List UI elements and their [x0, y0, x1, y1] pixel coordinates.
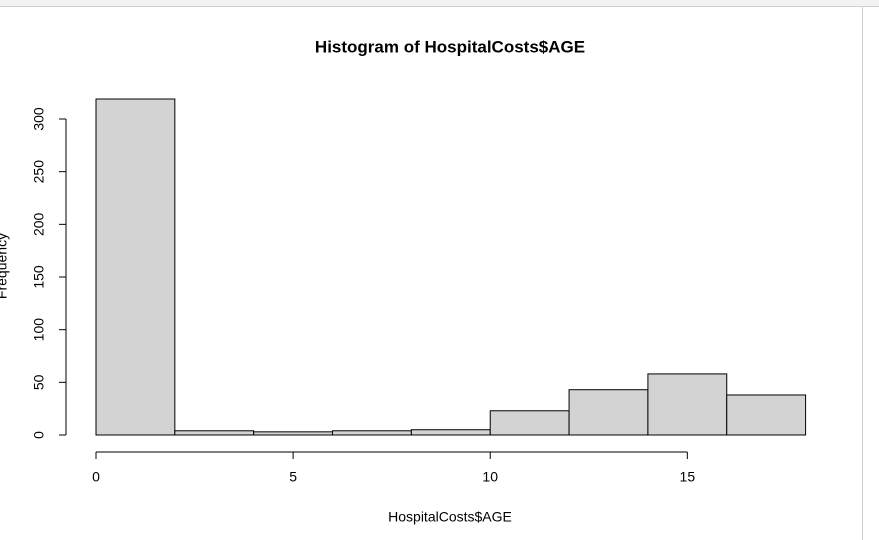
bar [410, 429, 491, 436]
bar [489, 410, 570, 436]
x-axis-label: HospitalCosts$AGE [388, 509, 512, 525]
chart-title: Histogram of HospitalCosts$AGE [315, 37, 585, 56]
y-tick-label: 200 [31, 212, 47, 236]
y-tick-label: 150 [31, 265, 47, 289]
y-tick-label: 100 [31, 318, 47, 342]
y-axis-label: Frequency [0, 233, 10, 299]
y-tick-label: 300 [31, 107, 47, 131]
y-tick-label: 0 [31, 431, 47, 439]
x-tick-label: 0 [92, 469, 100, 485]
x-tick-label: 15 [680, 469, 696, 485]
bar [95, 98, 176, 436]
bar [174, 430, 255, 436]
bar [253, 431, 334, 436]
bar [726, 394, 807, 436]
y-tick-label: 250 [31, 160, 47, 184]
x-tick-label: 5 [289, 469, 297, 485]
bar [647, 373, 728, 436]
toolbar [0, 0, 879, 6]
y-tick-label: 50 [31, 374, 47, 390]
bar [332, 430, 412, 436]
bar [568, 389, 649, 436]
x-tick-label: 10 [482, 469, 498, 485]
